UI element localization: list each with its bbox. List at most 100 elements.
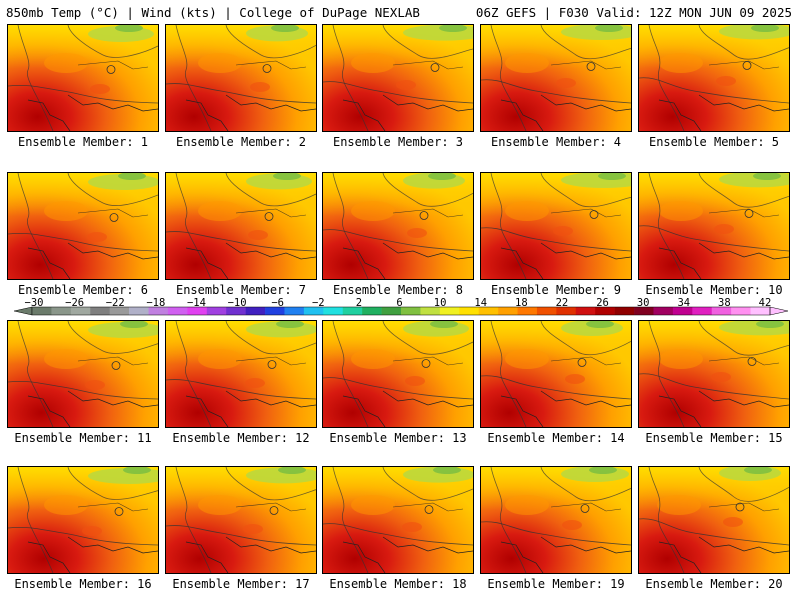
colorbar-tick-label: −26 [65, 297, 85, 309]
ensemble-member-label: Ensemble Member: 18 [329, 577, 467, 591]
colorbar-swatch [401, 307, 421, 315]
colorbar-swatch [711, 307, 732, 315]
ensemble-member-label: Ensemble Member: 8 [332, 283, 464, 297]
ensemble-member-label: Ensemble Member: 6 [17, 283, 149, 297]
ensemble-member-map [480, 24, 632, 132]
ensemble-member-map [322, 466, 474, 574]
colorbar-tick-label: 14 [474, 297, 488, 309]
ensemble-member-label: Ensemble Member: 14 [487, 431, 625, 445]
colorbar-swatch [265, 307, 285, 315]
colorbar-swatch [51, 307, 72, 315]
temperature-field [166, 173, 316, 279]
colorbar-tick-label: −6 [271, 297, 284, 309]
temperature-colorbar [13, 306, 789, 316]
temperature-field [323, 321, 473, 427]
ensemble-member-label: Ensemble Member: 7 [175, 283, 307, 297]
colorbar-swatch [750, 307, 771, 315]
colorbar-swatch [167, 307, 188, 315]
ensemble-member-map [7, 466, 159, 574]
ensemble-member-map [638, 172, 790, 280]
temperature-field [481, 321, 631, 427]
colorbar-tick-label: 6 [396, 297, 403, 309]
colorbar-swatch [381, 307, 402, 315]
colorbar-swatch [634, 307, 654, 315]
ensemble-member-label: Ensemble Member: 2 [175, 135, 307, 149]
colorbar-tick-label: 34 [677, 297, 691, 309]
colorbar-swatch [595, 307, 615, 315]
temperature-field [166, 467, 316, 573]
ensemble-member-label: Ensemble Member: 13 [329, 431, 467, 445]
temperature-field [323, 467, 473, 573]
ensemble-member-label: Ensemble Member: 4 [490, 135, 622, 149]
ensemble-member-map [7, 24, 159, 132]
temperature-field [481, 173, 631, 279]
ensemble-member-map [638, 466, 790, 574]
colorbar-swatch [129, 307, 149, 315]
colorbar-swatch [517, 307, 538, 315]
colorbar-swatch [206, 307, 227, 315]
colorbar-swatch [439, 307, 460, 315]
colorbar-tick-label: −22 [105, 297, 125, 309]
temperature-field [8, 321, 158, 427]
colorbar-tick-label: 22 [555, 297, 569, 309]
temperature-field [8, 467, 158, 573]
ensemble-member-map [322, 320, 474, 428]
colorbar-swatch [187, 307, 208, 315]
colorbar-swatch [459, 307, 479, 315]
ensemble-member-map [7, 320, 159, 428]
run-valid-time: 06Z GEFS | F030 Valid: 12Z MON JUN 09 20… [475, 5, 792, 20]
temperature-field [639, 467, 789, 573]
temperature-field [481, 467, 631, 573]
temperature-field [639, 321, 789, 427]
colorbar-swatch [70, 307, 91, 315]
ensemble-member-map [322, 172, 474, 280]
colorbar-tick-label: −10 [227, 297, 247, 309]
ensemble-member-label: Ensemble Member: 1 [17, 135, 149, 149]
ensemble-member-map [165, 172, 317, 280]
ensemble-member-map [165, 320, 317, 428]
ensemble-member-label: Ensemble Member: 12 [172, 431, 310, 445]
colorbar-swatch [536, 307, 557, 315]
colorbar-swatch [731, 307, 751, 315]
colorbar-tick-label: −30 [24, 297, 44, 309]
colorbar-swatch [109, 307, 130, 315]
colorbar-swatch [245, 307, 266, 315]
ensemble-member-label: Ensemble Member: 17 [172, 577, 310, 591]
temperature-field [166, 25, 316, 131]
colorbar-tick-label: 18 [515, 297, 528, 309]
colorbar-swatch [692, 307, 713, 315]
temperature-field [639, 173, 789, 279]
colorbar-swatch [420, 307, 441, 315]
colorbar-tick-label: 2 [355, 297, 363, 309]
ensemble-member-map [322, 24, 474, 132]
temperature-field [481, 25, 631, 131]
ensemble-member-label: Ensemble Member: 5 [648, 135, 780, 149]
colorbar-swatch [284, 307, 305, 315]
map-title: 850mb Temp (°C) | Wind (kts) | College o… [6, 5, 420, 20]
temperature-field [166, 321, 316, 427]
colorbar-swatch [556, 307, 577, 315]
temperature-field [639, 25, 789, 131]
colorbar-swatch [226, 307, 246, 315]
colorbar-swatch [575, 307, 596, 315]
ensemble-member-label: Ensemble Member: 9 [490, 283, 622, 297]
temperature-field [323, 173, 473, 279]
ensemble-member-map [480, 320, 632, 428]
ensemble-member-map [7, 172, 159, 280]
colorbar-tick-label: −14 [186, 297, 206, 309]
ensemble-member-map [480, 466, 632, 574]
colorbar-swatch [478, 307, 499, 315]
ensemble-member-label: Ensemble Member: 11 [14, 431, 152, 445]
ensemble-member-label: Ensemble Member: 20 [645, 577, 783, 591]
ensemble-member-map [638, 320, 790, 428]
colorbar-swatch [303, 307, 324, 315]
ensemble-member-map [480, 172, 632, 280]
temperature-field [8, 25, 158, 131]
ensemble-member-label: Ensemble Member: 19 [487, 577, 625, 591]
colorbar-swatch [148, 307, 169, 315]
ensemble-member-label: Ensemble Member: 3 [332, 135, 464, 149]
temperature-field [323, 25, 473, 131]
colorbar-tick-label: 42 [758, 297, 772, 309]
colorbar-swatch [90, 307, 110, 315]
colorbar-tick-label: −2 [311, 297, 325, 309]
